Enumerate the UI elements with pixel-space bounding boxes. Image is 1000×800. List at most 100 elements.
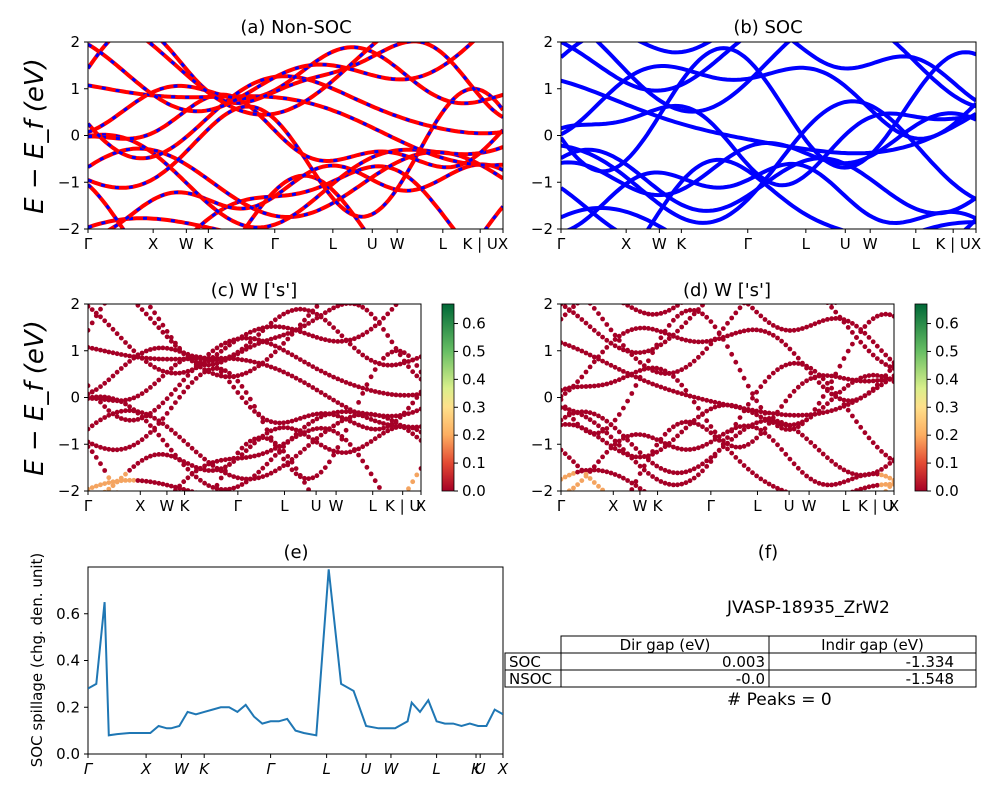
projection-point	[385, 333, 391, 338]
projection-point	[302, 480, 307, 485]
projection-point	[331, 325, 336, 330]
projection-point	[302, 424, 307, 430]
projection-point	[148, 430, 153, 435]
projection-point	[683, 308, 689, 314]
projection-point	[139, 350, 145, 356]
projection-point	[696, 339, 701, 345]
projection-point	[168, 366, 174, 371]
projection-point	[177, 370, 183, 376]
projection-point	[414, 363, 420, 368]
projection-point	[123, 286, 128, 291]
projection-point	[202, 505, 207, 510]
projection-point	[156, 316, 162, 322]
projection-point	[243, 346, 249, 352]
projection-point	[775, 411, 780, 417]
projection-point	[177, 394, 183, 400]
projection-point	[339, 450, 345, 455]
projection-point	[663, 505, 668, 510]
projection-point	[110, 350, 116, 356]
projection-point	[239, 349, 245, 354]
projection-point	[369, 271, 374, 276]
projection-point	[331, 423, 336, 429]
projection-point	[135, 478, 141, 483]
projection-point	[389, 413, 395, 419]
projection-point	[633, 356, 639, 362]
panel-a-ylabel: E − E_f (eV)	[20, 58, 50, 214]
projection-point	[658, 329, 664, 335]
x-tick-label: L	[802, 235, 811, 253]
projection-point	[575, 463, 580, 469]
projection-point	[277, 334, 282, 339]
projection-point	[825, 455, 830, 461]
projection-point	[364, 386, 370, 392]
projection-point	[783, 342, 789, 348]
projection-point	[825, 409, 830, 415]
projection-point	[708, 406, 714, 412]
projection-point	[891, 313, 894, 319]
projection-point	[866, 472, 872, 477]
projection-point	[825, 388, 830, 394]
projection-point	[700, 443, 705, 449]
projection-point	[621, 343, 626, 348]
projection-point	[879, 359, 884, 365]
projection-point	[118, 366, 124, 371]
projection-point	[616, 429, 622, 435]
x-tick-label: K	[180, 497, 191, 515]
projection-point	[666, 336, 672, 341]
projection-point	[754, 517, 759, 522]
projection-point	[609, 522, 614, 527]
x-tick-label: W	[652, 235, 667, 253]
projection-point	[285, 350, 291, 355]
projection-point	[829, 385, 834, 391]
projection-point	[181, 356, 187, 362]
projection-point	[763, 524, 768, 529]
projection-point	[566, 488, 572, 491]
projection-point	[123, 340, 128, 345]
projection-point	[281, 425, 286, 430]
projection-point	[687, 307, 693, 313]
projection-point	[256, 475, 262, 481]
projection-point	[737, 430, 743, 435]
gap-table: Dir gap (eV) Indir gap (eV)SOC 0.003 -1.334…	[504, 635, 977, 688]
projection-point	[883, 452, 889, 458]
projection-point	[779, 326, 784, 332]
projection-point	[218, 359, 224, 365]
projection-point	[214, 372, 220, 378]
projection-point	[808, 285, 813, 290]
projection-point	[675, 496, 680, 501]
projection-point	[381, 421, 386, 426]
projection-point	[879, 348, 884, 354]
projection-point	[285, 440, 291, 445]
projection-point	[704, 458, 710, 464]
projection-point	[675, 515, 680, 520]
projection-point	[641, 310, 647, 316]
projection-point	[679, 470, 685, 476]
projection-point	[347, 418, 353, 424]
x-tick-label: W	[390, 235, 405, 253]
projection-point	[658, 335, 664, 341]
projection-point	[592, 293, 597, 298]
y-tick-label: 2	[70, 295, 80, 313]
projection-point	[870, 352, 876, 358]
projection-point	[356, 349, 361, 354]
panel-c-title: (c) W ['s']	[211, 280, 298, 301]
points	[88, 271, 421, 520]
projection-point	[633, 432, 639, 437]
projection-point	[845, 407, 851, 413]
projection-point	[198, 492, 203, 497]
projection-point	[94, 494, 99, 499]
projection-point	[845, 318, 851, 324]
projection-point	[720, 401, 726, 407]
projection-point	[683, 447, 689, 452]
projection-point	[247, 344, 253, 350]
projection-point	[385, 352, 391, 357]
projection-point	[808, 323, 814, 328]
projection-point	[260, 325, 266, 331]
projection-point	[766, 410, 772, 416]
projection-point	[754, 408, 759, 414]
projection-point	[181, 351, 187, 357]
projection-point	[323, 515, 328, 520]
projection-point	[675, 482, 680, 488]
projection-point	[788, 524, 793, 529]
projection-point	[762, 430, 768, 436]
